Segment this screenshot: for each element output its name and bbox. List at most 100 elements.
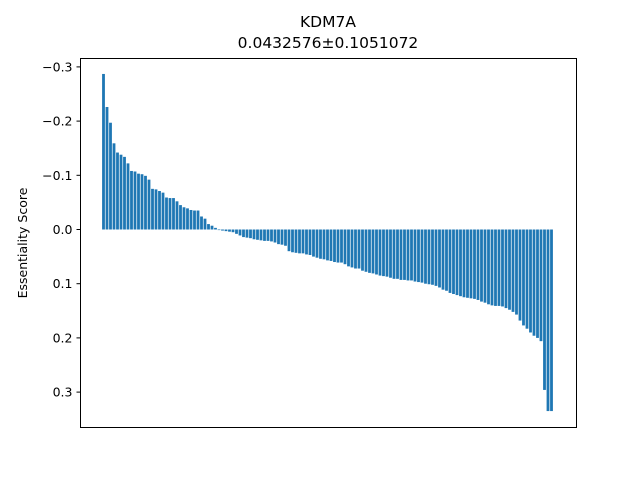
bar bbox=[371, 229, 375, 274]
bar bbox=[455, 229, 459, 296]
bar bbox=[140, 174, 144, 230]
bar bbox=[231, 229, 235, 233]
bar bbox=[280, 229, 284, 245]
bar bbox=[228, 229, 231, 232]
bar bbox=[343, 229, 347, 265]
y-axis-label: Essentiality Score bbox=[15, 187, 30, 298]
bar bbox=[186, 208, 189, 230]
bar bbox=[112, 143, 116, 230]
y-axis-ticks: −0.3 −0.2 −0.1 0.0 0.1 0.2 0.3 bbox=[42, 59, 81, 400]
bar bbox=[151, 188, 154, 230]
bar bbox=[511, 229, 515, 312]
bar bbox=[354, 229, 357, 269]
bar bbox=[494, 229, 497, 306]
bar bbox=[420, 229, 424, 283]
bar bbox=[357, 229, 361, 269]
bar bbox=[508, 229, 511, 310]
bar bbox=[252, 229, 256, 240]
bar bbox=[529, 229, 532, 333]
bar bbox=[448, 229, 452, 293]
bar bbox=[214, 227, 217, 230]
bar bbox=[189, 209, 193, 230]
bar bbox=[308, 229, 312, 255]
bar bbox=[196, 210, 200, 230]
bar bbox=[487, 229, 490, 305]
bar bbox=[326, 229, 329, 261]
bar bbox=[406, 229, 410, 281]
bar bbox=[483, 229, 487, 303]
bar bbox=[333, 229, 336, 263]
bar bbox=[410, 229, 413, 281]
bar bbox=[501, 229, 504, 307]
bar bbox=[462, 229, 466, 298]
bar bbox=[179, 205, 182, 230]
bar bbox=[175, 201, 179, 230]
bar bbox=[182, 207, 186, 230]
bar bbox=[361, 229, 364, 271]
bar bbox=[168, 198, 172, 230]
bar bbox=[102, 73, 105, 230]
y-tick-label: −0.3 bbox=[42, 59, 72, 74]
bar bbox=[392, 229, 396, 279]
bar bbox=[273, 229, 277, 243]
bar bbox=[158, 191, 161, 230]
plot-frame bbox=[80, 58, 577, 428]
bar bbox=[480, 229, 483, 302]
bar bbox=[294, 229, 298, 253]
bar bbox=[203, 218, 207, 230]
bar bbox=[525, 229, 529, 329]
y-tick-label: 0.1 bbox=[53, 276, 73, 291]
bar bbox=[403, 229, 406, 280]
bar bbox=[399, 229, 403, 280]
bar bbox=[543, 229, 546, 390]
bar bbox=[469, 229, 473, 299]
bar bbox=[263, 229, 266, 241]
bar bbox=[350, 229, 354, 268]
bar bbox=[347, 229, 350, 267]
bar bbox=[207, 224, 210, 230]
bar bbox=[417, 229, 420, 283]
bar bbox=[466, 229, 469, 298]
bar bbox=[473, 229, 476, 299]
bar bbox=[277, 229, 280, 245]
bar bbox=[105, 107, 109, 230]
bar bbox=[291, 229, 294, 253]
bar bbox=[130, 170, 133, 230]
bar bbox=[165, 197, 168, 230]
bar bbox=[200, 216, 203, 230]
bar bbox=[364, 229, 368, 272]
bar bbox=[193, 210, 196, 230]
bar bbox=[221, 229, 224, 231]
bar bbox=[259, 229, 263, 241]
y-tick-label: 0.3 bbox=[53, 385, 73, 400]
bar bbox=[322, 229, 326, 260]
bar bbox=[144, 175, 147, 230]
bar bbox=[431, 229, 434, 285]
bar bbox=[238, 229, 242, 236]
chart-subtitle: 0.0432576±0.1051072 bbox=[238, 34, 419, 52]
bar bbox=[116, 152, 119, 230]
bar bbox=[123, 156, 126, 230]
bar bbox=[119, 154, 123, 230]
bar bbox=[382, 229, 385, 277]
bar bbox=[154, 189, 158, 230]
bar bbox=[490, 229, 494, 306]
bar bbox=[270, 229, 273, 242]
bar-series bbox=[102, 73, 553, 412]
bar bbox=[249, 229, 252, 239]
bar bbox=[518, 229, 522, 321]
bar bbox=[413, 229, 417, 282]
bar bbox=[476, 229, 480, 300]
bar bbox=[319, 229, 322, 259]
bar bbox=[312, 229, 315, 257]
bar bbox=[235, 229, 238, 234]
chart-title: KDM7A bbox=[300, 13, 356, 31]
bar bbox=[539, 229, 543, 342]
bar bbox=[550, 229, 553, 412]
bar bbox=[522, 229, 525, 326]
bar bbox=[396, 229, 399, 279]
bar bbox=[147, 179, 151, 230]
bar bbox=[504, 229, 508, 309]
bar bbox=[536, 229, 539, 338]
